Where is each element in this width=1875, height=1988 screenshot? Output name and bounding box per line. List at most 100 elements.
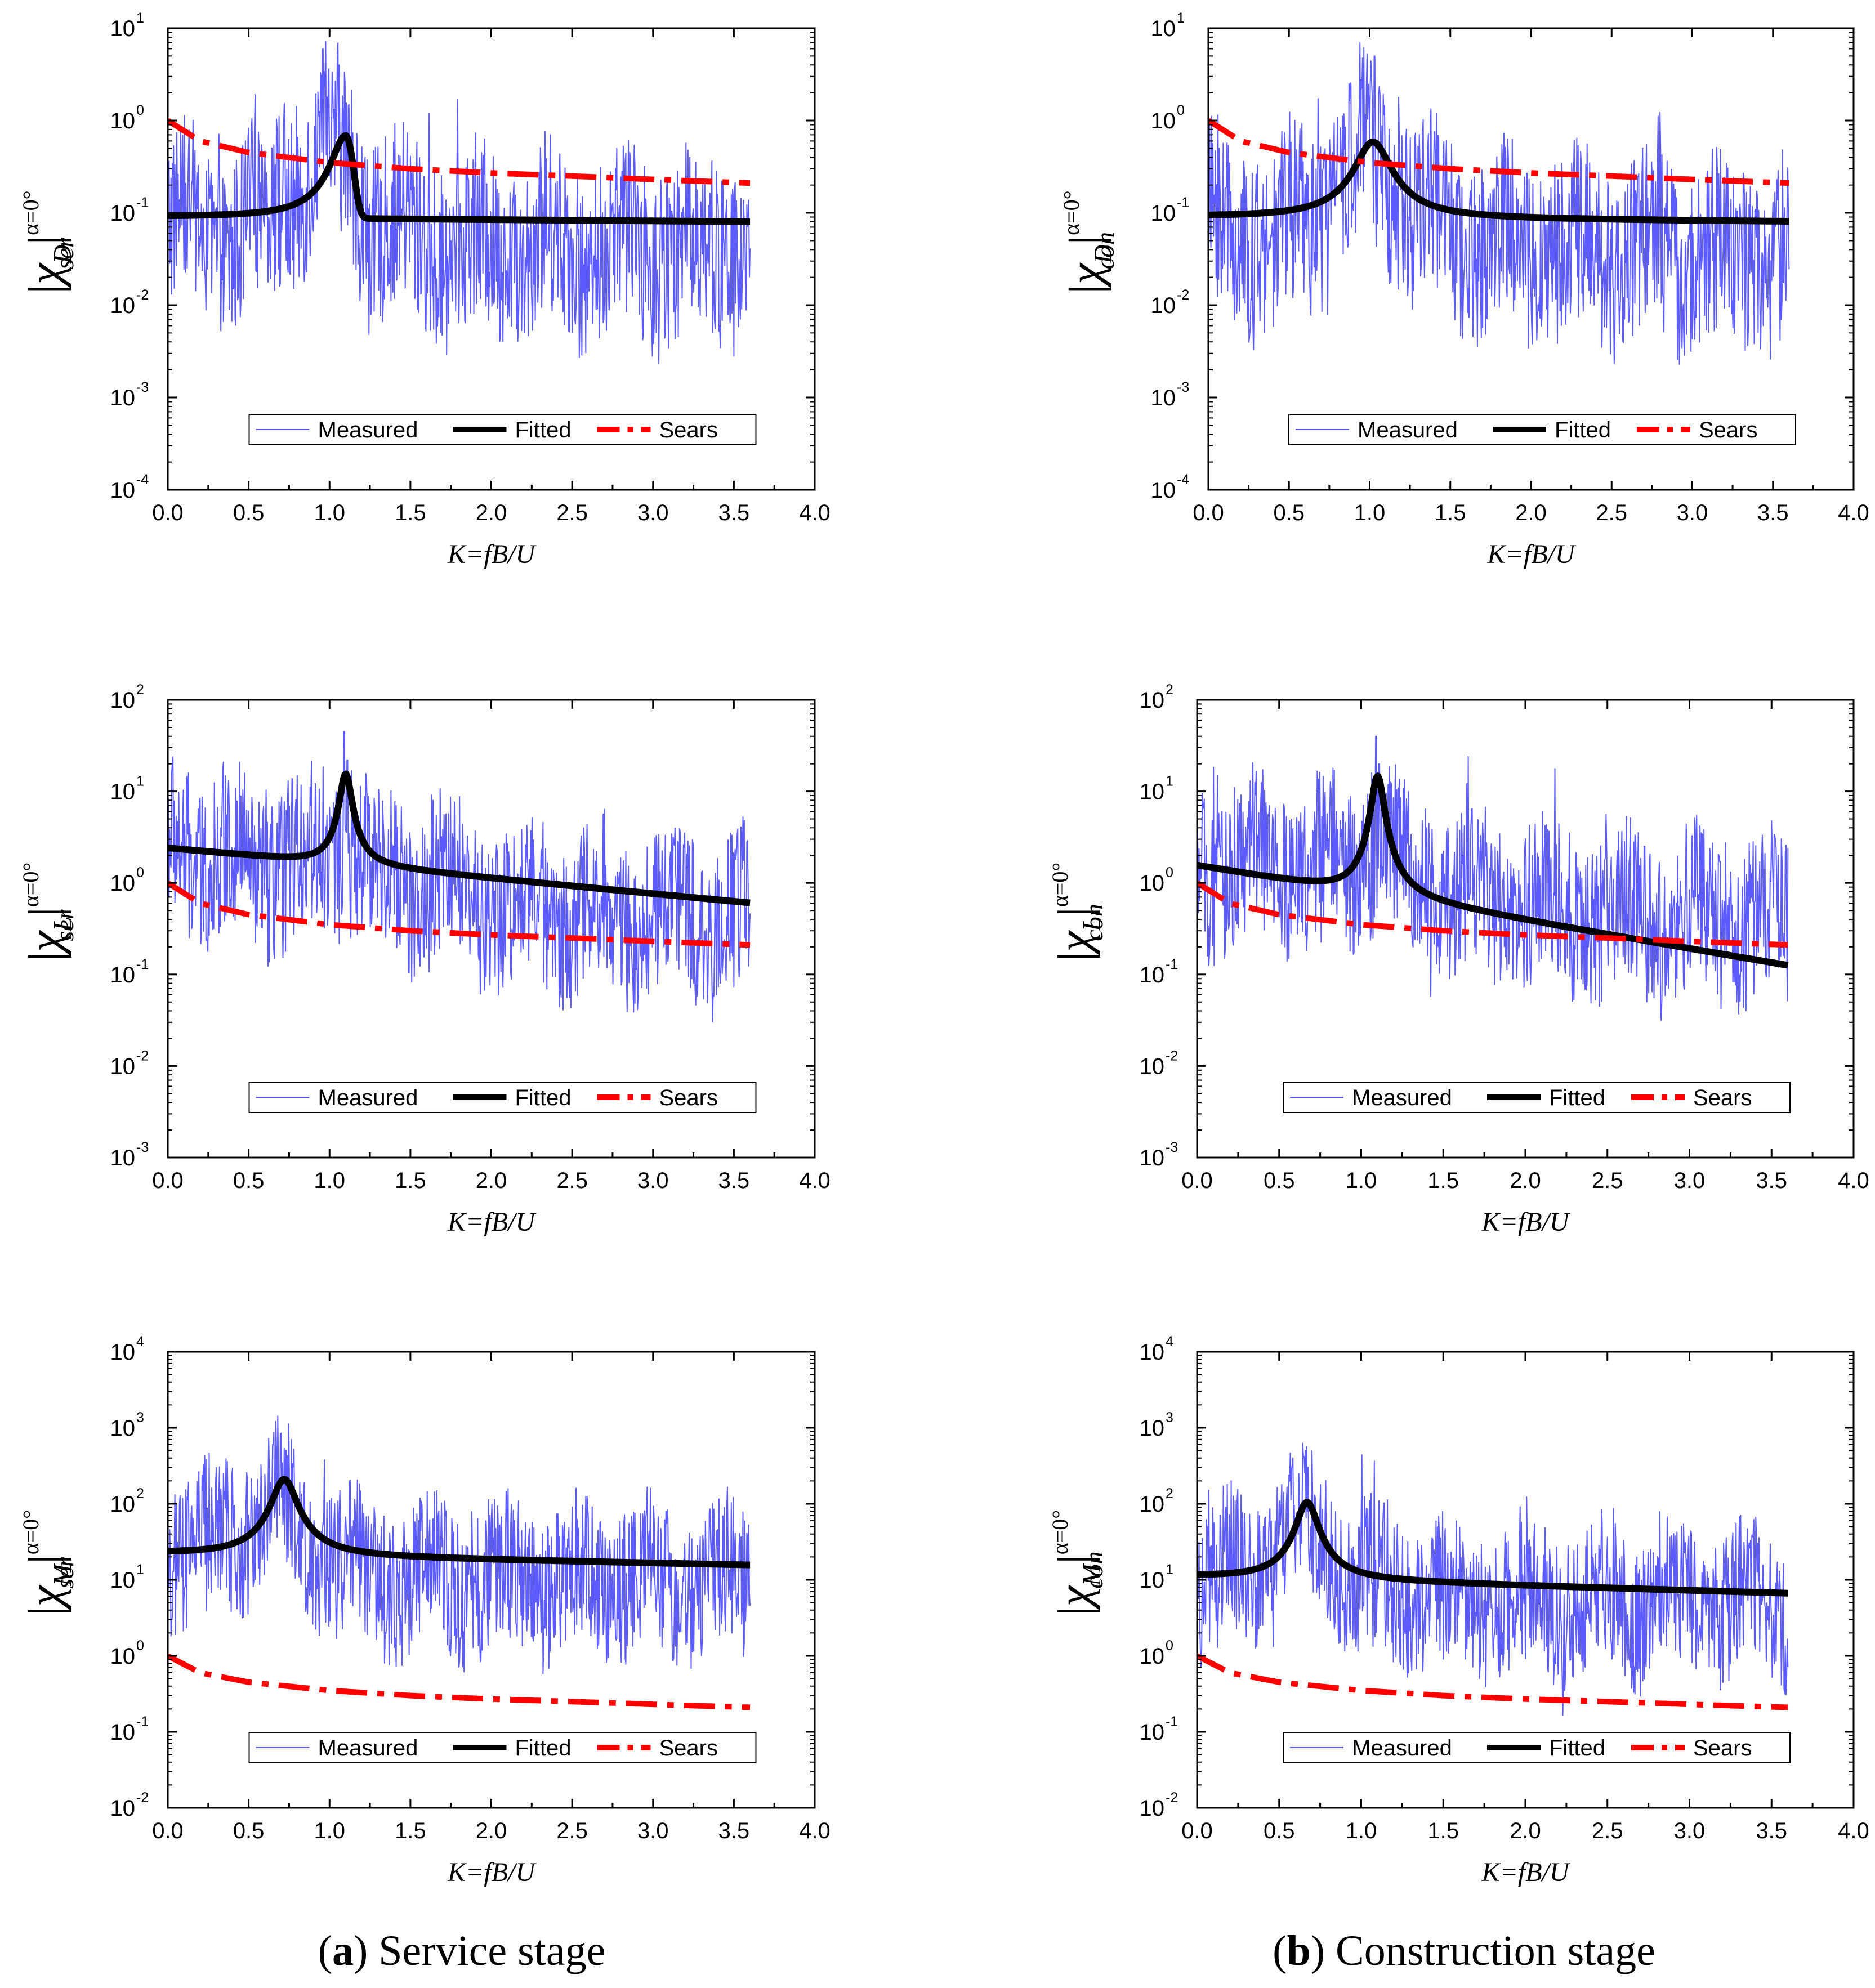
- y-tick-exp: 0: [1177, 102, 1185, 118]
- y-tick-exp: 2: [1166, 1486, 1173, 1502]
- y-tick-label: 10 -1: [1151, 195, 1190, 226]
- y-tick-exp: -2: [1166, 1048, 1178, 1064]
- x-tick-label: 2.0: [1515, 501, 1547, 525]
- y-label-sub1: L: [48, 917, 77, 932]
- y-label-sup: α=0°: [1047, 863, 1073, 908]
- x-tick-label: 3.5: [718, 1168, 750, 1193]
- y-tick-base: 10: [1151, 293, 1176, 318]
- y-label-chi: χ: [1048, 1584, 1101, 1610]
- x-tick-label: 2.0: [1510, 1819, 1541, 1843]
- series-measured: [1197, 1442, 1789, 1716]
- y-label-bar-left: |: [1048, 1606, 1101, 1616]
- series-sears: [1208, 118, 1789, 186]
- series-fitted: [1208, 139, 1792, 225]
- legend-label-fitted: Fitted: [515, 418, 572, 443]
- series-measured: [168, 731, 751, 1023]
- y-label-chi: χ: [1060, 262, 1112, 288]
- y-label-sub2: ser: [50, 237, 79, 269]
- x-axis-label: K=fB/U: [447, 1857, 537, 1887]
- x-axis-label: K=fB/U: [447, 1207, 537, 1237]
- y-tick-exp: -3: [136, 379, 149, 395]
- y-axis-label: |χM|α=0°ser: [18, 1510, 79, 1616]
- x-tick-label: 0.5: [1264, 1168, 1295, 1193]
- x-tick-label: 3.5: [1757, 501, 1789, 525]
- y-label-chi: χ: [19, 930, 72, 956]
- chart-lift-service: 0.0 0.5 1.0 1.5 2.0 2.5 3.0 3.5 4.010 -310 -210 -11…: [18, 682, 831, 1237]
- y-tick-exp: -2: [1177, 287, 1189, 303]
- legend: Measured Fitted Sears: [1283, 1732, 1791, 1763]
- legend-label-measured: Measured: [1352, 1736, 1452, 1761]
- chart-drag-construction: 0.0 0.5 1.0 1.5 2.0 2.5 3.0 3.5 4.010 -410 -310 -21…: [1059, 10, 1869, 569]
- x-axis-label: K=fB/U: [447, 539, 537, 569]
- y-tick-base: 10: [110, 1720, 136, 1745]
- y-tick-label: 10 -1: [110, 1714, 149, 1745]
- y-tick-base: 10: [1140, 1416, 1165, 1441]
- chart-lift-construction: 0.0 0.5 1.0 1.5 2.0 2.5 3.0 3.5 4.010 -310 -210 -11…: [1047, 682, 1869, 1237]
- series-fitted: [1197, 772, 1791, 969]
- y-tick-label: 10 -3: [110, 379, 149, 410]
- x-tick-label: 3.0: [637, 1819, 669, 1843]
- y-tick-base: 10: [110, 109, 136, 133]
- y-label-bar-right: |: [19, 235, 72, 245]
- series-measured: [1197, 735, 1789, 1021]
- y-tick-base: 10: [1151, 478, 1176, 503]
- x-tick-label: 0.0: [1181, 1168, 1213, 1193]
- y-label-bar-right: |: [1048, 907, 1101, 917]
- y-tick-label: 10 4: [1140, 1334, 1174, 1365]
- y-tick-base: 10: [110, 871, 136, 896]
- y-tick-base: 10: [110, 16, 136, 41]
- series-fitted: [168, 770, 752, 906]
- y-label-sub2: con: [1091, 232, 1119, 269]
- y-tick-base: 10: [110, 780, 136, 805]
- series-sears: [1197, 880, 1788, 948]
- y-tick-base: 10: [1140, 1492, 1165, 1517]
- y-tick-label: 10 -1: [1140, 1714, 1178, 1745]
- y-tick-base: 10: [110, 1644, 136, 1669]
- legend-box: [1283, 1732, 1791, 1763]
- y-tick-exp: -1: [1166, 1714, 1178, 1730]
- x-axis-label: K=fB/U: [1486, 539, 1576, 569]
- y-label-sup: α=0°: [18, 863, 43, 908]
- legend-label-sears: Sears: [659, 418, 718, 443]
- y-tick-exp: -3: [1177, 379, 1189, 395]
- legend-label-measured: Measured: [318, 418, 418, 443]
- y-label-sub1: L: [1077, 917, 1106, 932]
- y-tick-exp: -4: [136, 472, 149, 488]
- legend: Measured Fitted Sears: [1283, 1082, 1791, 1113]
- y-tick-label: 10 0: [110, 1638, 144, 1669]
- y-tick-base: 10: [1140, 1796, 1165, 1821]
- y-tick-exp: 4: [1166, 1334, 1173, 1350]
- x-tick-label: 1.0: [314, 1819, 345, 1843]
- y-tick-exp: -3: [1166, 1140, 1178, 1155]
- x-tick-label: 0.5: [1273, 501, 1305, 525]
- series-sears: [168, 880, 751, 948]
- y-tick-base: 10: [1151, 109, 1176, 133]
- x-tick-label: 3.0: [1677, 501, 1708, 525]
- y-tick-label: 10 2: [1140, 1486, 1173, 1517]
- legend-label-fitted: Fitted: [515, 1736, 572, 1761]
- y-tick-base: 10: [110, 201, 136, 226]
- x-tick-label: 2.0: [1510, 1168, 1541, 1193]
- y-label-bar-right: |: [19, 907, 72, 917]
- y-label-chi: χ: [19, 1584, 72, 1610]
- series-sears: [168, 118, 751, 186]
- x-tick-label: 3.5: [1756, 1168, 1787, 1193]
- y-axis-label: |χD|α=0°con: [1059, 190, 1119, 293]
- chart-drag-service: 0.0 0.5 1.0 1.5 2.0 2.5 3.0 3.5 4.010 -410 -310 -21…: [18, 10, 831, 569]
- plot-area: [1197, 735, 1791, 1021]
- y-tick-exp: 1: [136, 10, 144, 26]
- y-tick-exp: -1: [1166, 957, 1178, 972]
- x-tick-label: 3.0: [637, 1168, 669, 1193]
- legend-label-fitted: Fitted: [1555, 418, 1611, 443]
- y-tick-label: 10 -1: [110, 195, 149, 226]
- x-tick-label: 1.5: [1435, 501, 1466, 525]
- y-axis-label: |χL|α=0°con: [1047, 863, 1108, 962]
- x-tick-label: 2.5: [1592, 1819, 1623, 1843]
- x-tick-label: 2.5: [556, 1819, 588, 1843]
- y-tick-label: 10 -1: [1140, 957, 1178, 988]
- y-tick-label: 10 -4: [110, 472, 149, 503]
- y-label-bar-left: |: [1048, 952, 1101, 962]
- y-tick-label: 10 1: [110, 10, 144, 41]
- x-tick-label: 3.0: [637, 501, 669, 525]
- y-tick-exp: 2: [136, 1486, 144, 1502]
